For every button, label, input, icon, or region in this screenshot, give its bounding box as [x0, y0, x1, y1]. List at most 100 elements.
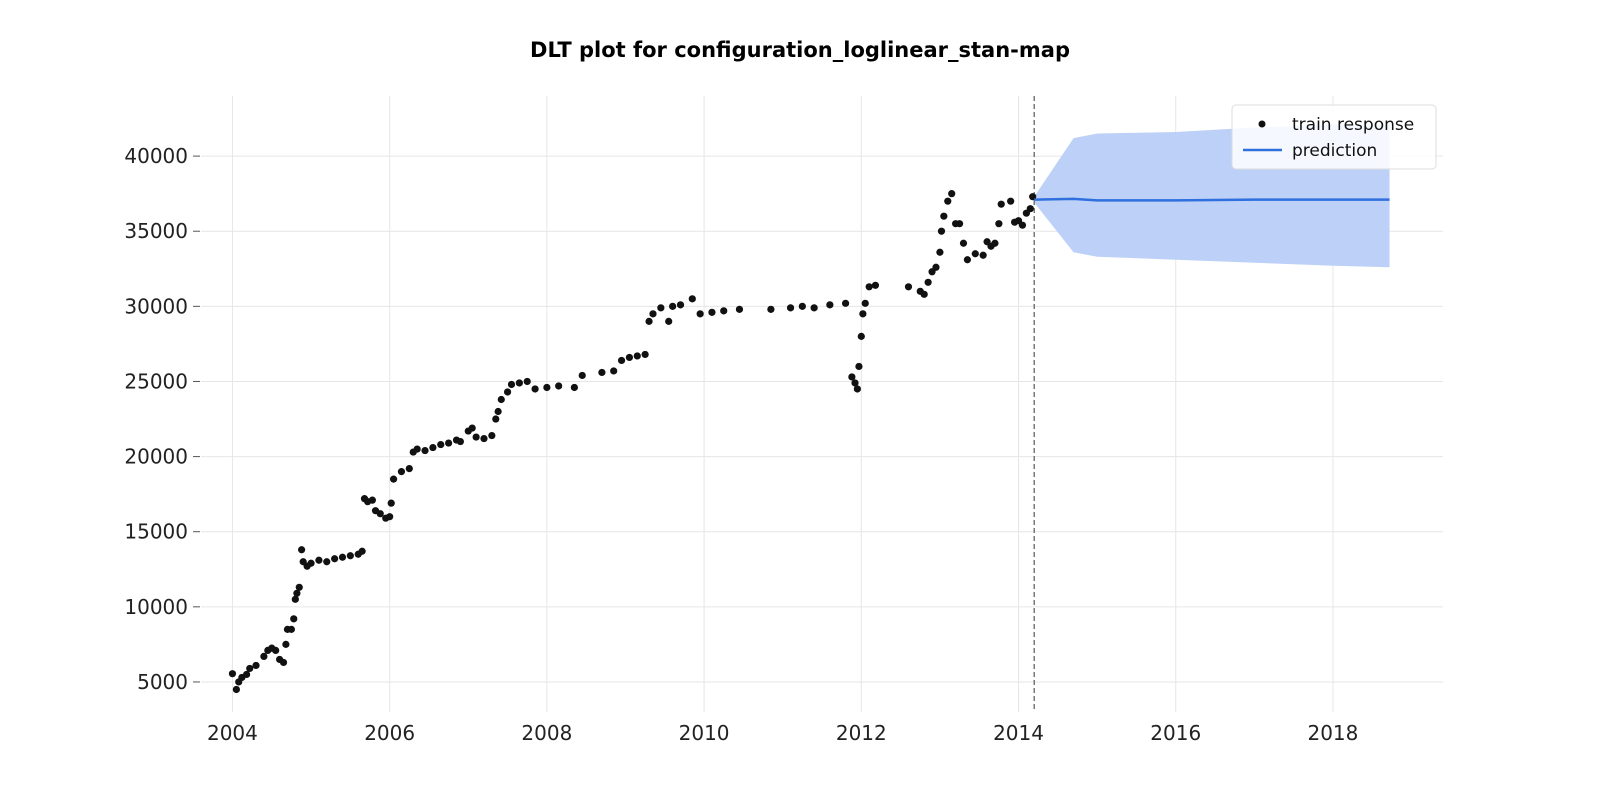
- train-response-point: [445, 439, 453, 447]
- train-response-point: [570, 383, 578, 392]
- y-tick-label: 25000: [124, 369, 188, 393]
- train-response-point: [979, 251, 987, 259]
- train-response-point: [948, 190, 956, 198]
- y-axis-ticks: 5000 10000 15000 20000 25000 30000 35000 40000: [124, 144, 200, 694]
- train-response-point: [936, 248, 944, 256]
- train-response-point: [937, 227, 946, 235]
- train-response-point: [331, 555, 339, 563]
- train-response-point: [387, 499, 395, 507]
- train-response-point: [282, 640, 290, 648]
- train-response-point: [857, 332, 865, 340]
- train-response-point: [228, 670, 237, 678]
- train-response-point: [598, 368, 606, 377]
- x-tick-label: 2008: [521, 721, 572, 745]
- train-response-point: [437, 440, 445, 449]
- legend-train-response-label: train response: [1292, 115, 1414, 135]
- train-response-point: [488, 431, 496, 440]
- train-response-point: [645, 317, 653, 325]
- x-tick-label: 2014: [993, 721, 1044, 745]
- train-response-point: [232, 685, 240, 694]
- train-response-point: [798, 302, 806, 310]
- train-response-point: [287, 625, 295, 633]
- train-response-point: [272, 646, 280, 655]
- train-response-point: [555, 382, 563, 390]
- train-response-point: [841, 299, 850, 307]
- train-response-point: [242, 670, 251, 679]
- train-response-point: [1018, 221, 1027, 229]
- train-response-point: [494, 407, 502, 416]
- train-response-point: [389, 475, 398, 483]
- x-axis-ticks: 2004 2006 2008 2010 2012 2014 2016 2018: [207, 721, 1358, 745]
- train-response-point: [515, 379, 523, 387]
- train-response-point: [578, 371, 586, 380]
- y-tick-label: 30000: [124, 294, 188, 318]
- train-response-point: [492, 415, 500, 423]
- train-response-point: [246, 664, 254, 673]
- legend-prediction-label: prediction: [1292, 141, 1377, 161]
- train-response-point: [543, 383, 551, 392]
- train-response-point: [955, 220, 964, 228]
- train-response-point: [307, 559, 315, 567]
- train-response-point: [786, 304, 795, 312]
- y-tick-label: 20000: [124, 445, 188, 469]
- train-response-point: [848, 373, 856, 381]
- train-response-point: [507, 380, 516, 389]
- train-response-point: [456, 437, 465, 446]
- chart-title: DLT plot for configuration_loglinear_sta…: [530, 38, 1070, 62]
- train-response-point: [859, 310, 867, 318]
- train-response-point: [298, 546, 306, 554]
- train-response-point: [720, 307, 728, 315]
- train-response-point: [649, 310, 657, 318]
- train-response-point: [291, 595, 299, 603]
- train-response-point: [924, 278, 932, 286]
- train-response-point: [940, 212, 948, 220]
- train-response-point: [368, 496, 376, 504]
- y-tick-label: 5000: [137, 670, 188, 694]
- train-response-point: [468, 424, 476, 432]
- train-response-point: [279, 658, 288, 667]
- train-response-point: [1007, 197, 1015, 205]
- train-response-point: [865, 283, 873, 291]
- y-tick-label: 35000: [124, 219, 188, 243]
- train-response-point: [963, 256, 972, 264]
- train-response-point: [346, 552, 354, 560]
- train-response-point: [610, 367, 618, 375]
- x-tick-label: 2018: [1307, 721, 1358, 745]
- train-response-point: [641, 350, 649, 359]
- train-response-point: [358, 547, 366, 555]
- train-response-point: [676, 301, 685, 309]
- train-response-point: [904, 283, 913, 291]
- train-response-point: [429, 443, 437, 452]
- train-response-point: [503, 388, 512, 396]
- train-response-point: [971, 250, 979, 258]
- train-response-point: [944, 197, 952, 205]
- train-response-point: [861, 299, 869, 307]
- prediction-line: [1034, 197, 1390, 202]
- train-response-point: [413, 445, 421, 453]
- train-response-points: [228, 190, 1037, 694]
- train-response-point: [315, 556, 323, 564]
- train-response-point: [669, 302, 677, 310]
- train-response-point: [708, 308, 716, 316]
- train-response-point: [810, 304, 818, 312]
- train-response-point: [531, 385, 539, 393]
- train-response-point: [421, 446, 429, 455]
- train-response-point: [338, 553, 347, 561]
- train-response-point: [735, 305, 744, 313]
- train-response-point: [853, 385, 861, 393]
- y-tick-label: 10000: [124, 595, 188, 619]
- legend-box: [1231, 104, 1437, 170]
- train-response-point: [997, 200, 1005, 208]
- train-response-point: [480, 434, 488, 443]
- train-response-point: [767, 305, 775, 313]
- train-response-point: [376, 510, 384, 518]
- x-tick-label: 2016: [1150, 721, 1201, 745]
- train-response-point: [252, 661, 260, 670]
- prediction-line-group: [1034, 197, 1390, 202]
- x-tick-label: 2004: [207, 721, 258, 745]
- train-response-point: [851, 379, 859, 387]
- train-response-point: [405, 465, 413, 473]
- train-response-point: [293, 589, 301, 597]
- x-tick-label: 2010: [679, 721, 730, 745]
